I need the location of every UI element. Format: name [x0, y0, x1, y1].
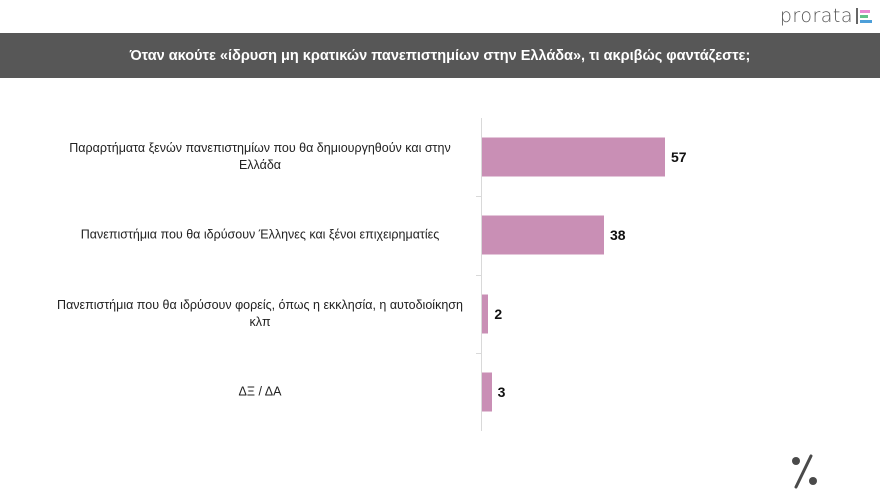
chart-row: Παραρτήματα ξενών πανεπιστημίων που θα δ…	[0, 118, 880, 196]
data-bar	[482, 137, 665, 177]
logo-bars-icon	[856, 8, 872, 24]
logo-text: prorata	[779, 5, 853, 27]
value-label: 3	[497, 383, 506, 400]
chart-row: Πανεπιστήμια που θα ιδρύσουν Έλληνες και…	[0, 196, 880, 274]
category-label: ΔΞ / ΔΑ	[238, 384, 282, 399]
title-bar: Όταν ακούτε «ίδρυση μη κρατικών πανεπιστ…	[0, 33, 880, 78]
category-axis	[481, 118, 482, 431]
value-label: 57	[670, 149, 687, 165]
chart-title: Όταν ακούτε «ίδρυση μη κρατικών πανεπιστ…	[129, 47, 751, 64]
data-bar	[482, 294, 489, 334]
axis-tick	[476, 352, 481, 354]
axis-tick	[476, 196, 481, 198]
value-label: 38	[609, 227, 626, 244]
axis-tick	[476, 274, 481, 276]
chart-row: ΔΞ / ΔΑ 3	[0, 353, 880, 431]
data-bar	[482, 372, 492, 412]
value-label: 2	[494, 305, 503, 322]
category-label: Πανεπιστήμια που θα ιδρύσουν φορείς, όπω…	[57, 297, 463, 329]
category-label: Παραρτήματα ξενών πανεπιστημίων που θα δ…	[69, 141, 451, 172]
data-bar	[482, 215, 604, 255]
prorata-logo: prorata	[780, 2, 872, 30]
category-label: Πανεπιστήμια που θα ιδρύσουν Έλληνες και…	[80, 227, 440, 242]
percent-icon	[792, 454, 817, 489]
chart-row: Πανεπιστήμια που θα ιδρύσουν φορείς, όπω…	[0, 275, 880, 353]
